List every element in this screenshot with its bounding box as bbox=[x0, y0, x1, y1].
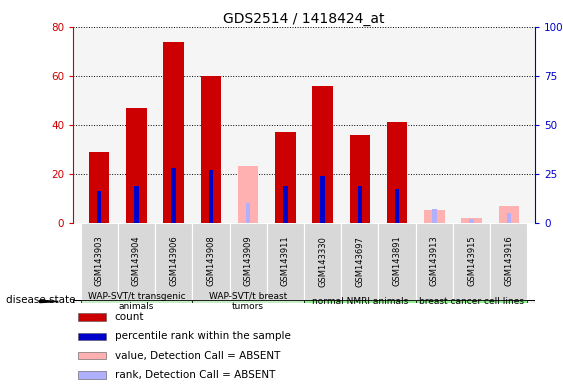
Bar bbox=[507, 213, 511, 223]
Text: GSM143916: GSM143916 bbox=[504, 236, 513, 286]
Text: GSM143909: GSM143909 bbox=[244, 236, 253, 286]
Bar bbox=[267, 223, 304, 300]
Text: GSM143908: GSM143908 bbox=[207, 236, 216, 286]
Bar bbox=[155, 223, 193, 300]
Text: GSM143913: GSM143913 bbox=[430, 236, 439, 286]
Bar bbox=[320, 176, 325, 223]
Bar bbox=[358, 185, 362, 223]
Bar bbox=[172, 168, 176, 223]
Bar bbox=[304, 300, 415, 303]
Bar bbox=[81, 300, 193, 303]
Bar bbox=[78, 333, 105, 340]
Bar bbox=[470, 219, 474, 223]
Bar bbox=[432, 209, 436, 223]
Bar bbox=[283, 185, 288, 223]
Bar bbox=[78, 352, 105, 359]
Bar bbox=[378, 223, 415, 300]
Text: GSM143330: GSM143330 bbox=[318, 236, 327, 286]
Text: rank, Detection Call = ABSENT: rank, Detection Call = ABSENT bbox=[115, 370, 275, 380]
Bar bbox=[78, 313, 105, 321]
Bar bbox=[163, 41, 184, 223]
Bar bbox=[78, 371, 105, 379]
Text: GSM143906: GSM143906 bbox=[169, 236, 178, 286]
Bar bbox=[97, 191, 101, 223]
Text: normal NMRI animals: normal NMRI animals bbox=[312, 297, 408, 306]
Bar bbox=[350, 135, 370, 223]
Bar bbox=[304, 223, 341, 300]
Text: GSM143697: GSM143697 bbox=[355, 236, 364, 286]
Bar bbox=[415, 223, 453, 300]
Bar bbox=[134, 185, 138, 223]
Bar bbox=[89, 152, 109, 223]
Bar bbox=[193, 223, 230, 300]
Text: WAP-SVT/t breast
tumors: WAP-SVT/t breast tumors bbox=[209, 292, 287, 311]
Bar bbox=[461, 218, 482, 223]
Text: percentile rank within the sample: percentile rank within the sample bbox=[115, 331, 291, 341]
Bar bbox=[453, 223, 490, 300]
Text: GSM143904: GSM143904 bbox=[132, 236, 141, 286]
Bar bbox=[81, 223, 118, 300]
Bar bbox=[230, 223, 267, 300]
Bar bbox=[341, 223, 378, 300]
Text: GSM143891: GSM143891 bbox=[392, 236, 401, 286]
Text: GSM143903: GSM143903 bbox=[95, 236, 104, 286]
Text: count: count bbox=[115, 312, 144, 322]
Text: GSM143911: GSM143911 bbox=[281, 236, 290, 286]
Text: breast cancer cell lines: breast cancer cell lines bbox=[419, 297, 524, 306]
Bar bbox=[395, 189, 399, 223]
Bar bbox=[193, 300, 304, 303]
Bar bbox=[490, 223, 528, 300]
Title: GDS2514 / 1418424_at: GDS2514 / 1418424_at bbox=[224, 12, 385, 26]
Bar bbox=[415, 300, 528, 303]
Text: disease state: disease state bbox=[6, 295, 75, 305]
Bar bbox=[275, 132, 296, 223]
Text: WAP-SVT/t transgenic
animals: WAP-SVT/t transgenic animals bbox=[88, 292, 185, 311]
Bar bbox=[118, 223, 155, 300]
Text: value, Detection Call = ABSENT: value, Detection Call = ABSENT bbox=[115, 351, 280, 361]
Bar bbox=[499, 205, 519, 223]
Bar bbox=[387, 122, 408, 223]
Text: GSM143915: GSM143915 bbox=[467, 236, 476, 286]
Bar bbox=[209, 170, 213, 223]
Bar bbox=[312, 86, 333, 223]
Bar bbox=[246, 203, 251, 223]
Bar bbox=[424, 210, 445, 223]
Polygon shape bbox=[39, 300, 59, 303]
Bar bbox=[126, 108, 147, 223]
Bar bbox=[238, 166, 258, 223]
Bar bbox=[200, 76, 221, 223]
